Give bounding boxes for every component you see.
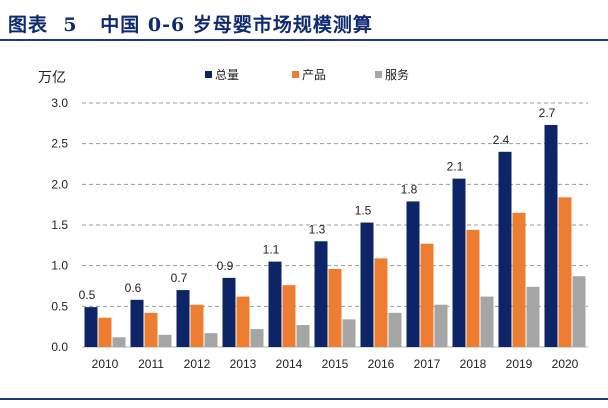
- bar-服务: [388, 312, 402, 347]
- x-tick-label: 2017: [414, 357, 441, 371]
- figure-title: 图表 5 中国 0-6 岁母婴市场规模测算: [8, 14, 373, 36]
- bar-服务: [204, 333, 218, 347]
- bar-产品: [466, 229, 480, 347]
- data-label: 0.7: [171, 271, 188, 285]
- legend-swatch: [205, 71, 212, 78]
- y-tick-label: 3.0: [51, 96, 68, 110]
- data-label: 0.6: [125, 281, 142, 295]
- data-label: 1.3: [309, 222, 326, 236]
- legend-label: 总量: [215, 68, 239, 82]
- x-tick-label: 2018: [460, 357, 487, 371]
- data-label: 0.5: [79, 288, 96, 302]
- x-tick-label: 2020: [552, 357, 579, 371]
- x-tick-label: 2011: [138, 357, 164, 371]
- bar-服务: [572, 276, 586, 347]
- bar-服务: [250, 329, 264, 347]
- bar-产品: [190, 304, 204, 347]
- bar-总量: [452, 178, 466, 347]
- y-tick-label: 0.0: [51, 340, 68, 354]
- bar-服务: [296, 325, 310, 347]
- data-label: 1.8: [401, 182, 418, 196]
- bar-总量: [498, 151, 512, 347]
- x-tick-label: 2013: [230, 357, 257, 371]
- bar-总量: [84, 307, 98, 347]
- bar-总量: [222, 277, 236, 347]
- bar-服务: [434, 304, 448, 347]
- bar-服务: [342, 319, 356, 347]
- bar-产品: [144, 312, 158, 347]
- bar-总量: [406, 201, 420, 347]
- data-label: 2.1: [447, 160, 464, 174]
- y-tick-label: 1.0: [51, 259, 68, 273]
- data-label: 1.1: [263, 243, 280, 257]
- y-tick-label: 1.5: [51, 218, 68, 232]
- y-axis-label: 万亿: [38, 69, 66, 85]
- title-divider: [0, 39, 608, 41]
- x-tick-label: 2012: [184, 357, 211, 371]
- data-label: 1.5: [355, 204, 372, 218]
- bar-服务: [480, 296, 494, 347]
- bar-总量: [360, 222, 374, 347]
- bar-服务: [526, 286, 540, 347]
- x-tick-label: 2016: [368, 357, 395, 371]
- legend-swatch: [375, 71, 382, 78]
- y-tick-label: 0.5: [51, 299, 68, 313]
- data-label: 2.4: [493, 133, 510, 147]
- bar-产品: [512, 212, 526, 347]
- bar-产品: [420, 243, 434, 347]
- y-tick-label: 2.5: [51, 137, 68, 151]
- x-tick-label: 2014: [276, 357, 303, 371]
- bar-总量: [268, 261, 282, 347]
- bar-服务: [112, 337, 126, 347]
- data-label: 2.7: [539, 106, 556, 120]
- bar-产品: [374, 258, 388, 347]
- data-label: 0.9: [217, 259, 234, 273]
- x-tick-label: 2015: [322, 357, 349, 371]
- x-tick-label: 2019: [506, 357, 533, 371]
- bar-产品: [558, 197, 572, 347]
- bar-总量: [544, 124, 558, 348]
- bar-产品: [328, 268, 342, 347]
- y-tick-label: 2.0: [51, 177, 68, 191]
- legend-label: 服务: [385, 67, 409, 82]
- bottom-divider: [0, 398, 608, 400]
- bar-总量: [130, 299, 144, 347]
- bar-总量: [176, 290, 190, 347]
- bar-产品: [98, 317, 112, 347]
- legend-swatch: [292, 71, 299, 78]
- bar-产品: [282, 285, 296, 347]
- legend-label: 产品: [302, 68, 326, 82]
- bar-服务: [158, 334, 172, 347]
- bar-总量: [314, 241, 328, 347]
- x-tick-label: 2010: [92, 357, 119, 371]
- bar-产品: [236, 296, 250, 347]
